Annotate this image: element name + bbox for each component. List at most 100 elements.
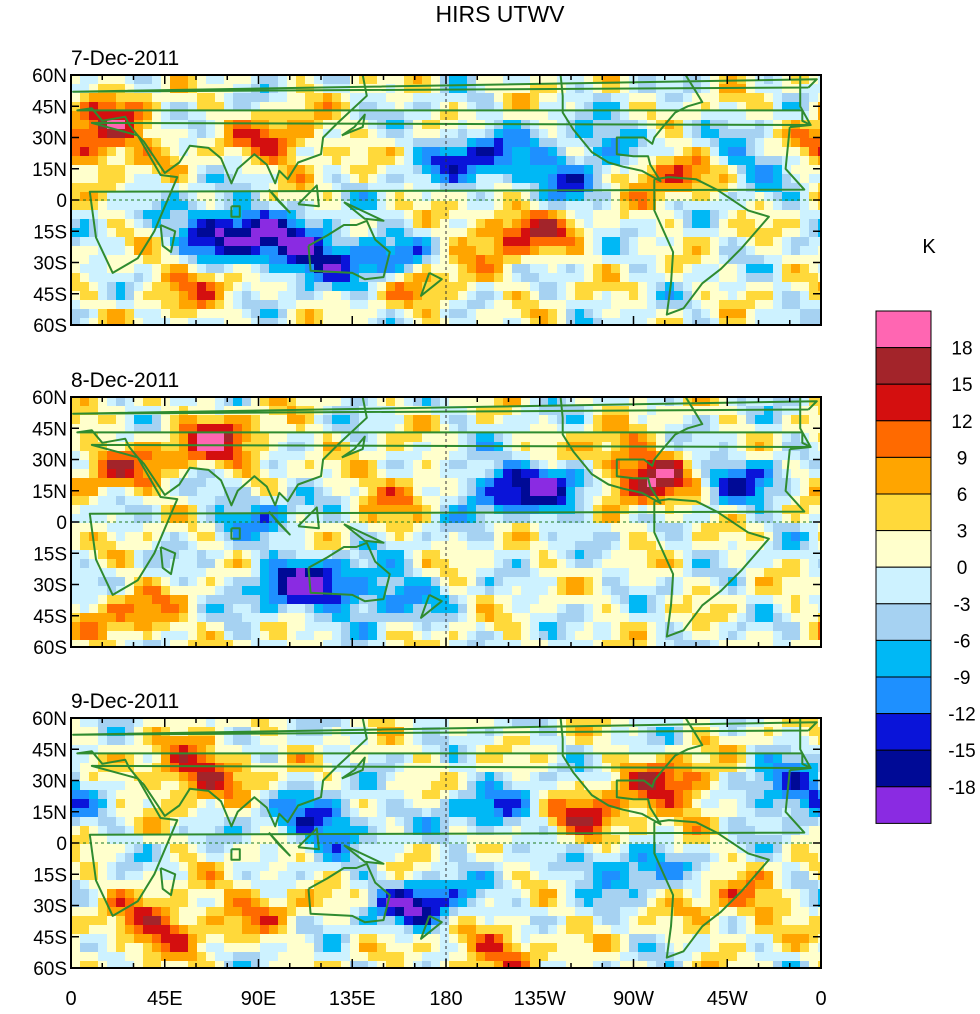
field-cell [818,300,821,310]
field-cell [629,550,639,560]
field-cell [377,478,387,488]
field-cell [548,309,558,319]
field-cell [800,514,810,524]
field-cell [242,532,252,542]
field-cell [359,532,369,542]
field-cell [800,550,810,560]
field-cell [152,255,162,265]
field-cell [629,568,639,578]
field-cell [377,505,387,515]
field-cell [98,523,108,533]
field-cell [269,102,279,112]
field-cell [395,309,405,319]
field-cell [737,264,747,274]
field-cell [521,505,531,515]
field-cell [773,174,783,184]
field-cell [224,300,234,310]
field-cell [341,478,351,488]
field-cell [89,550,99,560]
field-cell [503,613,513,623]
field-cell [629,613,639,623]
field-cell [233,156,243,166]
field-cell [359,586,369,596]
field-cell [431,640,441,647]
field-cell [125,111,135,121]
field-cell [206,595,216,605]
field-cell [494,469,504,479]
field-cell [476,318,486,325]
coastline [72,400,818,415]
field-cell [530,228,540,238]
coastline [653,176,770,316]
field-cell [278,397,288,407]
field-cell [269,640,279,647]
field-cell [755,111,765,121]
field-cell [503,309,513,319]
field-cell [71,246,81,256]
field-cell [629,219,639,229]
field-cell [125,559,135,569]
field-cell [719,174,729,184]
field-cell [656,300,666,310]
field-cell [656,183,666,193]
field-cell [665,147,675,157]
field-cell [791,451,801,461]
field-cell [107,111,117,121]
field-cell [674,577,684,587]
field-cell [107,147,117,157]
field-cell [422,541,432,551]
field-cell [692,487,702,497]
field-cell [125,487,135,497]
field-cell [575,210,585,220]
field-cell [350,541,360,551]
field-cell [413,138,423,148]
field-cell [809,318,819,325]
field-cell [764,282,774,292]
field-cell [467,228,477,238]
field-cell [476,183,486,193]
field-cell [152,291,162,301]
field-cell [449,532,459,542]
field-cell [161,111,171,121]
field-cell [692,424,702,434]
field-cell [161,246,171,256]
field-cell [422,129,432,139]
field-cell [539,318,549,325]
field-cell [206,433,216,443]
field-cell [269,550,279,560]
field-cell [683,165,693,175]
field-cell [521,415,531,425]
field-cell [521,496,531,506]
field-cell [566,496,576,506]
field-cell [692,255,702,265]
field-cell [656,93,666,103]
field-cell [575,460,585,470]
field-cell [80,568,90,578]
field-cell [773,282,783,292]
field-cell [251,451,261,461]
field-cell [368,568,378,578]
field-cell [404,309,414,319]
field-cell [188,219,198,229]
field-cell [305,183,315,193]
field-cell [206,478,216,488]
field-cell [197,255,207,265]
field-cell [620,559,630,569]
field-cell [782,129,792,139]
field-cell [629,469,639,479]
field-cell [728,469,738,479]
field-cell [71,514,81,524]
field-cell [170,532,180,542]
field-cell [125,75,135,85]
field-cell [98,174,108,184]
field-cell [449,300,459,310]
field-cell [467,246,477,256]
field-cell [413,201,423,211]
field-cell [593,264,603,274]
field-cell [233,604,243,614]
field-cell [692,183,702,193]
field-cell [197,523,207,533]
field-cell [179,433,189,443]
field-cell [260,532,270,542]
field-cell [530,273,540,283]
